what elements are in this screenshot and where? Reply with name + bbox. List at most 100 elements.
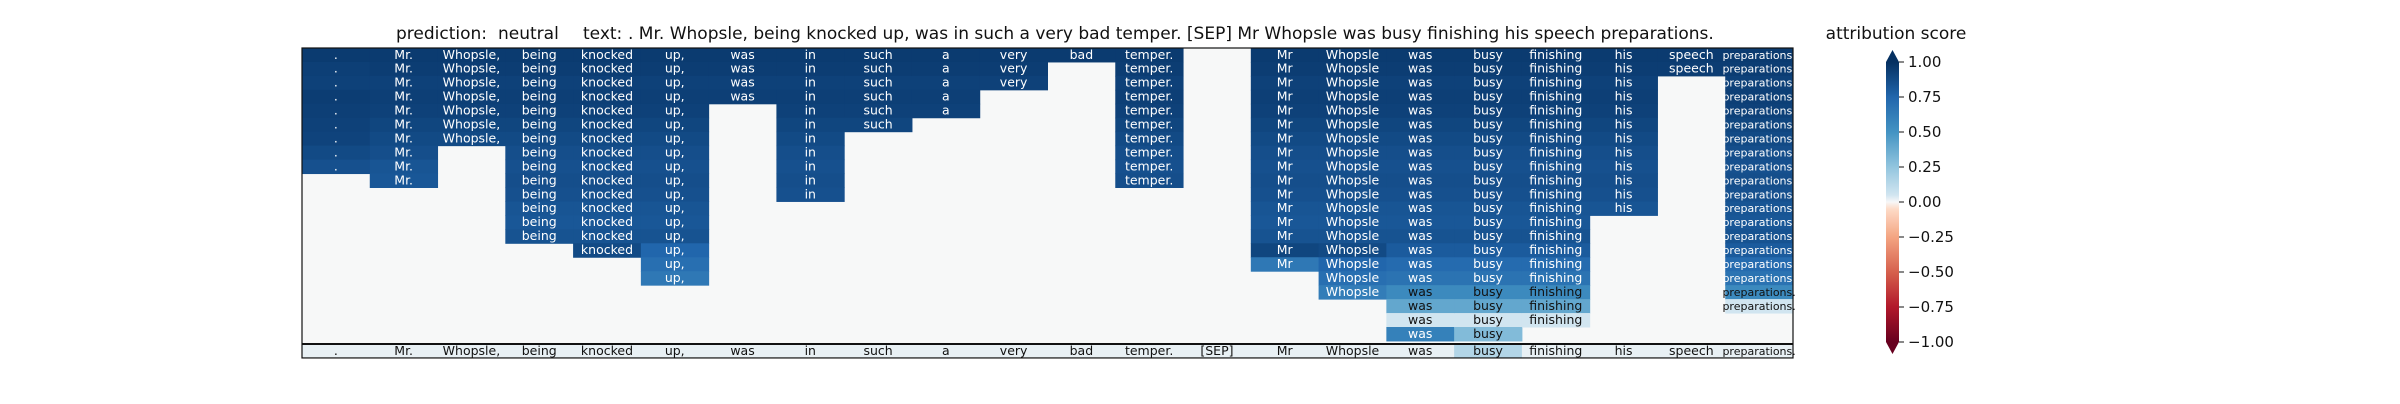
heatmap-cell	[1250, 103, 1320, 119]
heatmap-cell	[1386, 117, 1455, 133]
bottom-row-cell	[1047, 343, 1116, 358]
bottom-row-cell	[776, 343, 845, 358]
heatmap: .........Mr.Mr.Mr.Mr.Mr.Mr.Mr.Mr.Mr.Mr.W…	[301, 47, 1796, 359]
token-label: speech	[1669, 343, 1714, 358]
bottom-row-cell	[302, 343, 371, 358]
heatmap-cell	[369, 89, 439, 105]
heatmap-cell-label: .	[334, 144, 338, 159]
heatmap-cell-label: was	[1408, 75, 1432, 90]
heatmap-cell	[1454, 145, 1523, 161]
heatmap-cell-label: was	[1408, 144, 1432, 159]
heatmap-cell	[1725, 243, 1794, 258]
colorbar-gradient	[1886, 62, 1899, 342]
heatmap-cell-label: being	[522, 75, 557, 90]
heatmap-cell	[1115, 159, 1184, 175]
heatmap-cell	[369, 117, 439, 133]
heatmap-cell-label: preparations.	[1722, 49, 1795, 62]
heatmap-cell-label: Mr.	[394, 103, 413, 118]
heatmap-cell	[776, 117, 845, 133]
heatmap-cell	[1250, 201, 1320, 216]
heatmap-cell-label: was	[1408, 284, 1432, 299]
heatmap-cell	[844, 61, 913, 77]
heatmap-cell	[1589, 131, 1658, 147]
heatmap-cell-label: finishing	[1529, 228, 1582, 243]
heatmap-cell-label: knocked	[581, 61, 633, 76]
bottom-row-cell	[979, 343, 1048, 358]
heatmap-cell-label: in	[805, 89, 816, 104]
heatmap-cell	[1250, 187, 1320, 202]
heatmap-cell-label: was	[730, 47, 754, 62]
heatmap-cell	[1386, 159, 1455, 175]
heatmap-cell-label: Whopsle	[1326, 228, 1380, 243]
heatmap-cell	[1454, 271, 1523, 286]
heatmap-cell-label: his	[1615, 47, 1633, 62]
heatmap-cell-label: Mr	[1277, 214, 1294, 229]
heatmap-cell-label: was	[1408, 270, 1432, 285]
colorbar-tick-label: 1.00	[1908, 53, 1941, 71]
heatmap-cell-label: preparations.	[1722, 216, 1795, 229]
colorbar-tick-label: 0.75	[1908, 88, 1941, 106]
heatmap-cell-label: preparations.	[1722, 63, 1795, 76]
heatmap-cell-label: was	[1408, 61, 1432, 76]
heatmap-cell	[505, 103, 574, 119]
heatmap-cell-label: finishing	[1529, 89, 1582, 104]
heatmap-cell	[640, 187, 710, 202]
heatmap-cell	[640, 145, 710, 161]
heatmap-cell-label: knocked	[581, 172, 633, 187]
heatmap-cell-label: Mr.	[394, 117, 413, 132]
bottom-row-cell	[1657, 343, 1726, 358]
heatmap-cell-label: up,	[665, 172, 685, 187]
heatmap-cell-label: Mr.	[394, 144, 413, 159]
heatmap-cell-label: preparations.	[1722, 146, 1795, 159]
heatmap-cell-label: was	[730, 61, 754, 76]
heatmap-cell	[505, 145, 574, 161]
heatmap-cell-label: was	[1408, 89, 1432, 104]
colorbar-tick-label: −0.75	[1908, 298, 1954, 316]
heatmap-cell	[573, 117, 642, 133]
heatmap-cell	[1454, 327, 1523, 342]
heatmap-cell-label: busy	[1473, 47, 1503, 62]
heatmap-cell	[640, 271, 710, 286]
heatmap-cell	[640, 229, 710, 244]
heatmap-cell-label: preparations.	[1722, 174, 1795, 187]
heatmap-cell	[1725, 159, 1794, 175]
heatmap-cell	[1318, 271, 1387, 286]
heatmap-cell-label: Whopsle	[1326, 103, 1380, 118]
heatmap-cell	[369, 61, 439, 77]
heatmap-cell-label: a	[942, 61, 950, 76]
heatmap-cell-label: being	[522, 130, 557, 145]
heatmap-cell-label: being	[522, 214, 557, 229]
heatmap-cell	[1386, 61, 1455, 77]
heatmap-cell-label: up,	[665, 158, 685, 173]
heatmap-cell-label: was	[1408, 312, 1432, 327]
heatmap-cell	[708, 61, 777, 77]
heatmap-cell-label: his	[1615, 172, 1633, 187]
heatmap-cell	[302, 131, 371, 147]
heatmap-cell-label: Whopsle	[1326, 242, 1380, 257]
heatmap-cell	[505, 229, 574, 244]
heatmap-cell	[1454, 299, 1523, 314]
heatmap-cell-label: busy	[1473, 75, 1503, 90]
bottom-row-cell	[911, 343, 981, 358]
heatmap-cell-label: was	[1408, 200, 1432, 215]
heatmap-cell-label: very	[1000, 61, 1028, 76]
heatmap-cell-label: such	[863, 75, 892, 90]
title-text-label: text:	[583, 24, 622, 44]
heatmap-cell	[1454, 243, 1523, 258]
heatmap-cell	[1454, 131, 1523, 147]
heatmap-cell-label: Mr	[1277, 130, 1294, 145]
heatmap-cell-label: busy	[1473, 144, 1503, 159]
heatmap-cell	[1454, 313, 1523, 328]
heatmap-cell-label: finishing	[1529, 200, 1582, 215]
heatmap-cell	[1318, 48, 1387, 63]
heatmap-cell	[776, 145, 845, 161]
bottom-row-cell	[1183, 343, 1252, 358]
heatmap-cell-label: Mr	[1277, 144, 1294, 159]
heatmap-cell-label: was	[1408, 117, 1432, 132]
heatmap-cell	[640, 257, 710, 272]
heatmap-cell	[302, 103, 371, 119]
heatmap-cell-label: bad	[1070, 47, 1094, 62]
heatmap-cell	[1250, 145, 1320, 161]
heatmap-cell-label: finishing	[1529, 117, 1582, 132]
heatmap-cell	[1521, 313, 1591, 328]
